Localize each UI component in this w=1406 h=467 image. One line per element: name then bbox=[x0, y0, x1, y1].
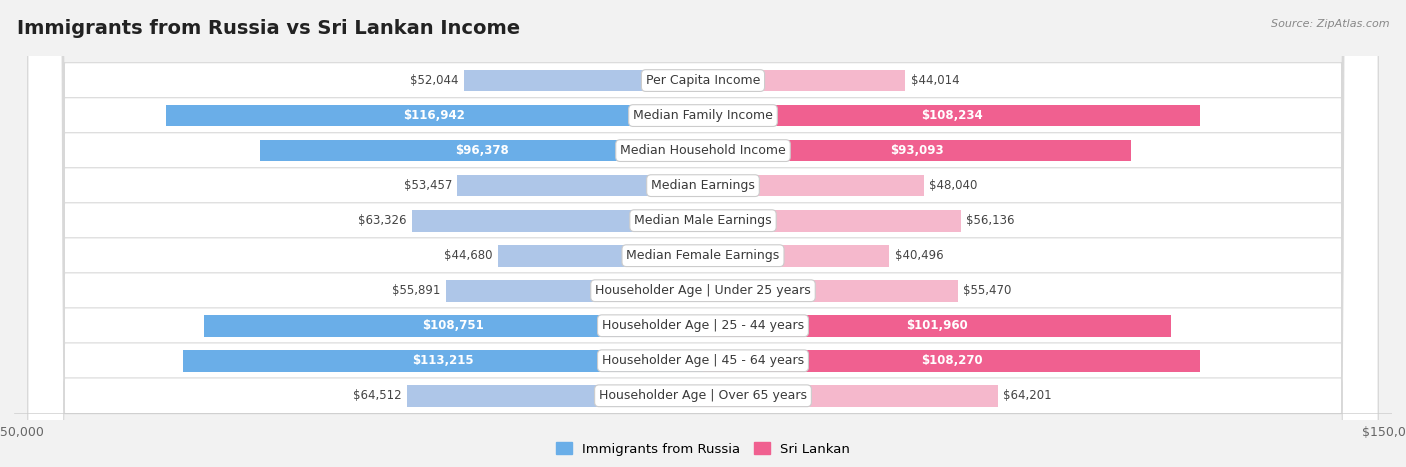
FancyBboxPatch shape bbox=[28, 0, 1378, 467]
Bar bbox=[703, 70, 905, 92]
FancyBboxPatch shape bbox=[28, 0, 1378, 467]
Text: $55,891: $55,891 bbox=[392, 284, 441, 297]
Legend: Immigrants from Russia, Sri Lankan: Immigrants from Russia, Sri Lankan bbox=[551, 437, 855, 461]
Text: Householder Age | 25 - 44 years: Householder Age | 25 - 44 years bbox=[602, 319, 804, 332]
Text: Median Family Income: Median Family Income bbox=[633, 109, 773, 122]
Bar bbox=[457, 175, 703, 197]
Text: $64,512: $64,512 bbox=[353, 389, 401, 402]
Text: $93,093: $93,093 bbox=[890, 144, 943, 157]
Bar bbox=[703, 105, 1201, 127]
FancyBboxPatch shape bbox=[28, 0, 1378, 467]
Bar bbox=[703, 315, 1171, 337]
Text: $55,470: $55,470 bbox=[963, 284, 1012, 297]
Bar bbox=[703, 175, 924, 197]
Bar bbox=[204, 315, 703, 337]
Text: $63,326: $63,326 bbox=[359, 214, 406, 227]
Bar bbox=[260, 140, 703, 162]
Bar bbox=[464, 70, 703, 92]
Text: $96,378: $96,378 bbox=[454, 144, 509, 157]
Text: Median Earnings: Median Earnings bbox=[651, 179, 755, 192]
Text: Per Capita Income: Per Capita Income bbox=[645, 74, 761, 87]
FancyBboxPatch shape bbox=[28, 0, 1378, 467]
Text: Median Female Earnings: Median Female Earnings bbox=[627, 249, 779, 262]
Text: Householder Age | Under 25 years: Householder Age | Under 25 years bbox=[595, 284, 811, 297]
Text: $53,457: $53,457 bbox=[404, 179, 451, 192]
Text: $44,014: $44,014 bbox=[911, 74, 959, 87]
FancyBboxPatch shape bbox=[28, 0, 1378, 467]
FancyBboxPatch shape bbox=[28, 0, 1378, 467]
Text: $44,680: $44,680 bbox=[444, 249, 492, 262]
Bar bbox=[703, 140, 1130, 162]
Text: $116,942: $116,942 bbox=[404, 109, 465, 122]
Text: $40,496: $40,496 bbox=[894, 249, 943, 262]
Bar bbox=[703, 385, 998, 407]
Text: Householder Age | 45 - 64 years: Householder Age | 45 - 64 years bbox=[602, 354, 804, 367]
Text: Median Household Income: Median Household Income bbox=[620, 144, 786, 157]
Text: Source: ZipAtlas.com: Source: ZipAtlas.com bbox=[1271, 19, 1389, 28]
Text: $108,751: $108,751 bbox=[422, 319, 484, 332]
Bar bbox=[412, 210, 703, 232]
Bar bbox=[183, 350, 703, 372]
Text: $113,215: $113,215 bbox=[412, 354, 474, 367]
Text: $64,201: $64,201 bbox=[1004, 389, 1052, 402]
Bar bbox=[703, 210, 960, 232]
Text: $108,270: $108,270 bbox=[921, 354, 983, 367]
Text: $52,044: $52,044 bbox=[411, 74, 458, 87]
FancyBboxPatch shape bbox=[28, 0, 1378, 467]
Text: Immigrants from Russia vs Sri Lankan Income: Immigrants from Russia vs Sri Lankan Inc… bbox=[17, 19, 520, 38]
Text: $48,040: $48,040 bbox=[929, 179, 977, 192]
FancyBboxPatch shape bbox=[28, 0, 1378, 467]
Bar bbox=[498, 245, 703, 267]
Text: Median Male Earnings: Median Male Earnings bbox=[634, 214, 772, 227]
FancyBboxPatch shape bbox=[28, 0, 1378, 467]
Bar bbox=[703, 245, 889, 267]
Text: $101,960: $101,960 bbox=[907, 319, 967, 332]
Text: $108,234: $108,234 bbox=[921, 109, 983, 122]
Text: $56,136: $56,136 bbox=[966, 214, 1015, 227]
Bar bbox=[446, 280, 703, 302]
Bar bbox=[703, 350, 1201, 372]
Bar bbox=[703, 280, 957, 302]
Text: Householder Age | Over 65 years: Householder Age | Over 65 years bbox=[599, 389, 807, 402]
Bar bbox=[166, 105, 703, 127]
FancyBboxPatch shape bbox=[28, 0, 1378, 467]
Bar bbox=[406, 385, 703, 407]
